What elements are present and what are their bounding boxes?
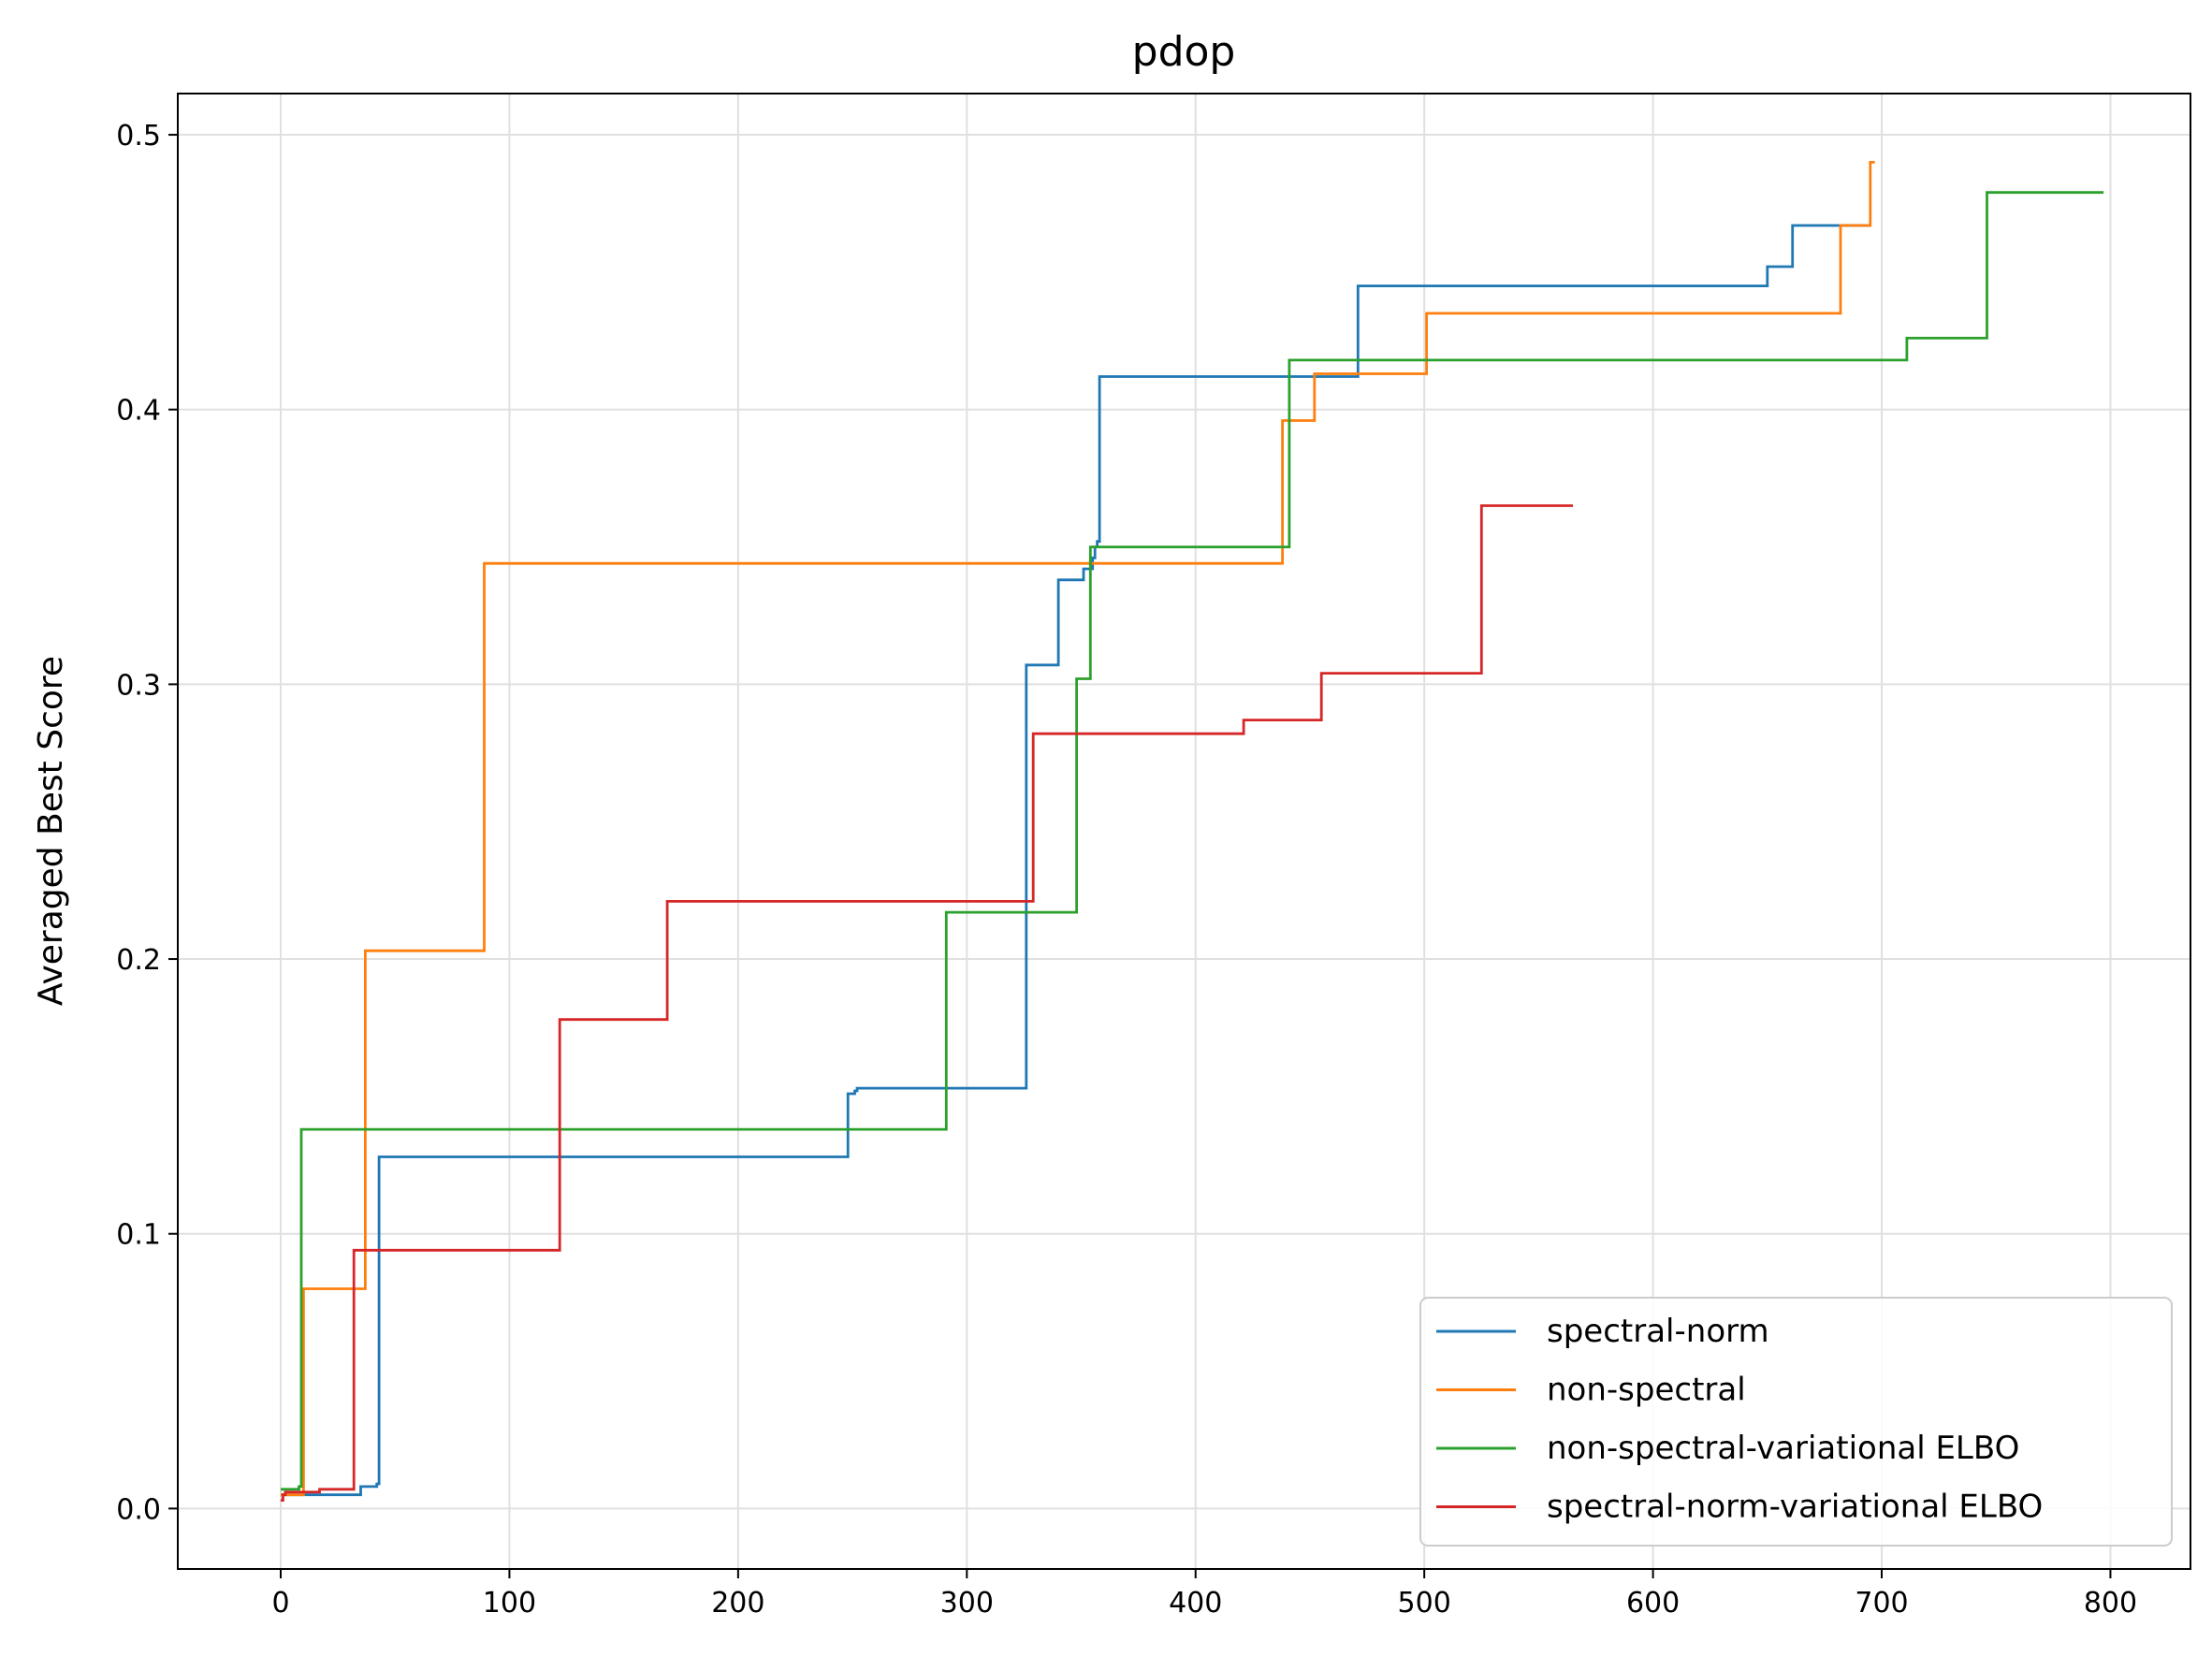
y-tick-label: 0.3 [116, 669, 161, 702]
series-line-non-spectral [281, 161, 1875, 1497]
y-tick-label: 0.5 [116, 120, 161, 153]
y-tick-label: 0.0 [116, 1493, 161, 1526]
x-tick-label: 800 [2084, 1587, 2137, 1620]
x-tick-label: 0 [271, 1587, 289, 1620]
plot-frame [177, 93, 2191, 1570]
x-tick-label: 200 [711, 1587, 764, 1620]
y-tick-label: 0.4 [116, 395, 161, 428]
legend-box [1419, 1297, 2173, 1547]
y-axis: 0.0 0.1 0.2 0.3 0.4 0.5 [116, 120, 178, 1526]
x-tick-label: 400 [1169, 1587, 1222, 1620]
y-axis-label: Averaged Best Score [32, 656, 70, 1006]
series-line-spectral-norm [281, 224, 1870, 1497]
x-tick-label: 300 [940, 1587, 994, 1620]
legend-label: non-spectral-variational ELBO [1547, 1430, 2019, 1467]
series-line-non-spectral-variational-elbo [281, 191, 2104, 1491]
y-tick-label: 0.1 [116, 1219, 161, 1252]
x-tick-label: 500 [1398, 1587, 1451, 1620]
chart-title: pdop [1132, 28, 1236, 76]
x-tick-label: 100 [483, 1587, 536, 1620]
series-line-spectral-norm-variational-elbo [281, 504, 1573, 1502]
x-axis: 0 100 200 300 400 500 600 700 800 [271, 1569, 2137, 1620]
legend-label: spectral-norm-variational ELBO [1547, 1489, 2043, 1526]
series-lines [281, 161, 2104, 1502]
legend-label: non-spectral [1547, 1372, 1746, 1409]
x-tick-label: 700 [1855, 1587, 1908, 1620]
legend: spectral-norm non-spectral non-spectral-va… [1419, 1297, 2173, 1547]
y-tick-label: 0.2 [116, 944, 161, 977]
legend-label: spectral-norm [1547, 1313, 1769, 1350]
x-tick-label: 600 [1626, 1587, 1680, 1620]
